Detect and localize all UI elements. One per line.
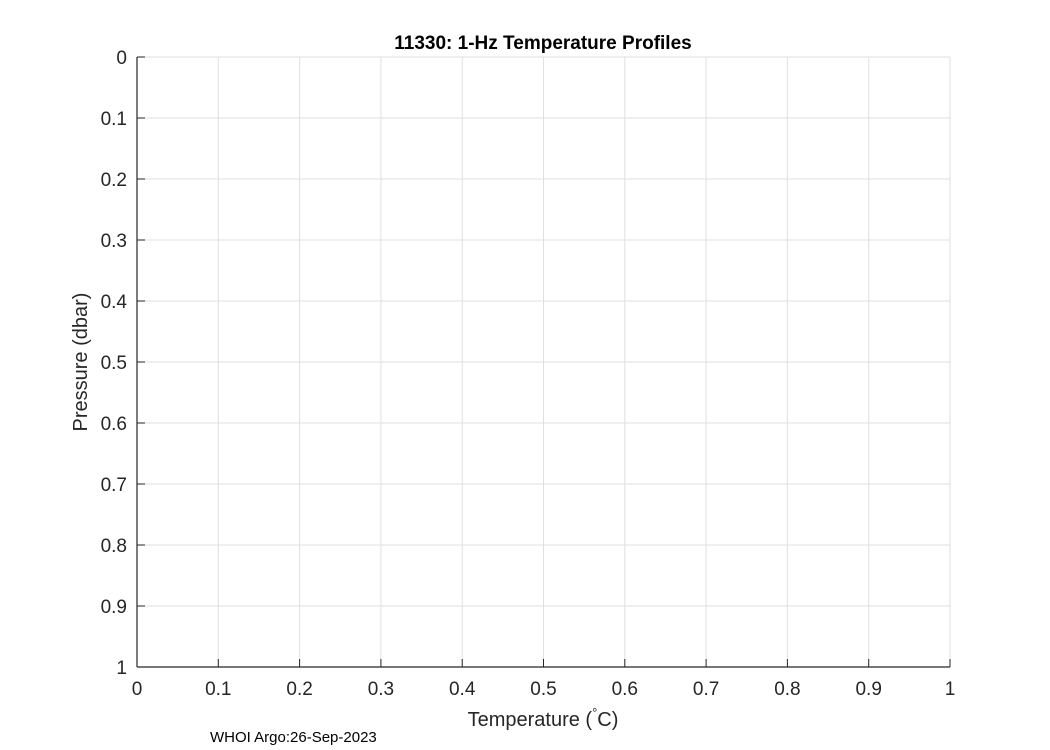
x-tick-label: 0.7	[693, 679, 719, 700]
y-tick-label: 1	[116, 658, 127, 679]
y-tick-label: 0.6	[101, 414, 127, 435]
degree-symbol: °	[592, 705, 597, 720]
x-tick-label: 0.1	[205, 679, 231, 700]
x-axis-label: Temperature (°C)	[468, 705, 619, 731]
y-tick-label: 0.7	[101, 475, 127, 496]
x-axis-label-text: Temperature (	[468, 709, 593, 731]
x-tick-label: 0.6	[612, 679, 638, 700]
x-tick-label: 0.2	[286, 679, 312, 700]
y-axis-label: Pressure (dbar)	[70, 293, 92, 432]
y-tick-label: 0.4	[101, 292, 128, 313]
grid	[136, 56, 951, 668]
x-tick-label: 0.3	[368, 679, 394, 700]
x-tick-label: 0.5	[530, 679, 556, 700]
x-tick-label: 0.8	[774, 679, 800, 700]
y-tick-label: 0.9	[101, 597, 127, 618]
x-tick-label: 0.9	[855, 679, 881, 700]
y-tick-label: 0.8	[101, 536, 127, 557]
chart-title: 11330: 1-Hz Temperature Profiles	[394, 33, 691, 54]
y-tick-label: 0.1	[101, 109, 127, 130]
y-tick-label: 0.5	[101, 353, 127, 374]
tick-labels: 0 0.1 0.2 0.3 0.4 0.5 0.6 0.7 0.8 0.9 100.10.20.30…	[101, 48, 956, 700]
y-tick-label: 0	[116, 48, 127, 69]
x-tick-label: 1	[945, 679, 956, 700]
y-tick-label: 0.3	[101, 231, 127, 252]
axes	[136, 56, 951, 668]
x-axis-unit: C)	[597, 709, 618, 731]
y-tick-label: 0.2	[101, 170, 127, 191]
x-tick-label: 0	[132, 679, 143, 700]
x-tick-label: 0.4	[449, 679, 476, 700]
footer-text: WHOI Argo:26-Sep-2023	[210, 729, 377, 746]
